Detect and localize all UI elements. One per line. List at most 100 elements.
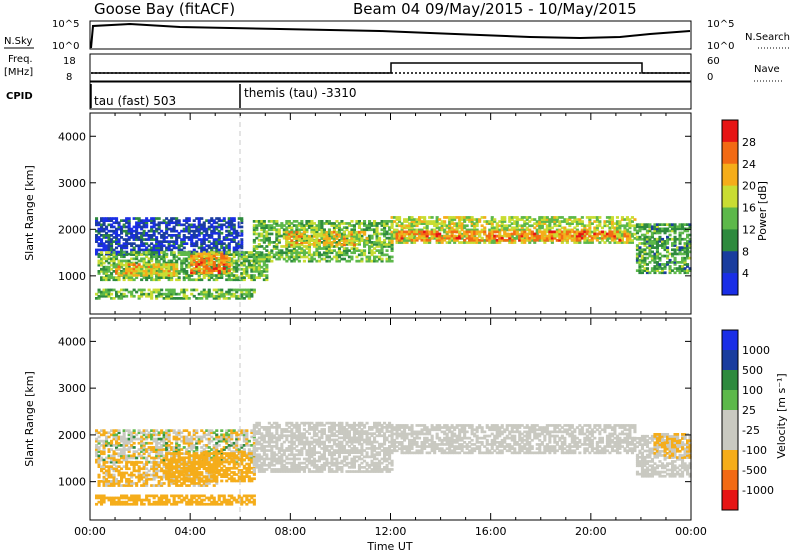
data-cell <box>255 232 259 236</box>
data-cell <box>671 229 675 233</box>
data-cell <box>97 465 101 468</box>
data-cell <box>478 238 482 242</box>
data-cell <box>122 219 126 222</box>
data-cell <box>568 216 572 219</box>
data-cell <box>257 253 261 257</box>
data-cell <box>568 222 572 225</box>
data-cell <box>235 251 239 254</box>
data-cell <box>337 251 341 255</box>
data-cell <box>202 433 206 437</box>
data-cell <box>177 484 181 487</box>
data-cell <box>137 263 141 266</box>
cpid-label: CPID <box>6 91 33 102</box>
data-cell <box>355 255 359 259</box>
data-cell <box>100 227 104 231</box>
data-cell <box>535 222 539 225</box>
data-cell <box>110 433 114 437</box>
data-cell <box>157 292 161 296</box>
data-cell <box>498 224 502 228</box>
data-cell <box>523 230 527 234</box>
data-cell <box>455 238 459 242</box>
data-cell <box>302 241 306 245</box>
data-cell <box>553 232 557 236</box>
data-cell <box>112 461 116 464</box>
data-cell <box>470 222 474 225</box>
data-cell <box>275 253 279 257</box>
data-cell <box>165 469 169 473</box>
data-cell <box>458 216 462 219</box>
data-cell <box>302 253 306 257</box>
data-cell <box>197 221 201 225</box>
data-cell <box>215 450 219 453</box>
data-cell <box>648 235 652 239</box>
data-cell <box>155 217 159 220</box>
data-cell <box>110 467 114 471</box>
colorbar-frame <box>721 119 739 296</box>
data-cell <box>157 294 161 298</box>
data-cell <box>478 241 482 244</box>
data-cell <box>363 251 367 255</box>
data-cell <box>130 244 134 248</box>
data-cell <box>545 238 549 242</box>
data-cell <box>167 437 171 441</box>
data-cell <box>102 234 106 237</box>
data-cell <box>425 222 429 225</box>
data-cell <box>590 241 594 244</box>
data-cell <box>227 267 231 271</box>
data-cell <box>500 236 504 240</box>
data-cell <box>217 248 221 252</box>
data-cell <box>232 246 236 250</box>
y-tick-label: 3000 <box>58 177 86 190</box>
data-cell <box>322 245 326 248</box>
data-cell <box>240 276 244 279</box>
data-cell <box>117 244 121 248</box>
data-cell <box>202 251 206 254</box>
data-cell <box>222 267 226 270</box>
data-cell <box>142 437 146 441</box>
data-cell <box>573 238 577 242</box>
data-cell <box>600 238 604 242</box>
data-cell <box>132 456 136 460</box>
data-cell <box>220 256 224 260</box>
data-cell <box>317 241 321 245</box>
data-cell <box>135 257 139 261</box>
data-cell <box>217 231 221 235</box>
data-cell <box>132 269 136 273</box>
data-cell <box>162 259 166 263</box>
data-cell <box>250 255 254 259</box>
data-cell <box>480 236 484 240</box>
data-cell <box>225 225 229 229</box>
data-cell <box>150 242 154 245</box>
data-cell <box>383 253 387 257</box>
data-cell <box>97 253 101 256</box>
data-cell <box>155 297 159 300</box>
data-cell <box>410 232 414 236</box>
data-cell <box>588 234 592 238</box>
data-cell <box>350 243 354 247</box>
data-cell <box>588 220 592 223</box>
data-cell <box>440 238 444 242</box>
data-cell <box>107 444 111 447</box>
data-cell <box>220 439 224 443</box>
data-cell <box>222 448 226 451</box>
data-cell <box>297 243 301 247</box>
data-cell <box>180 248 184 252</box>
data-cell <box>197 227 201 231</box>
data-cell <box>137 441 141 445</box>
data-cell <box>117 271 121 275</box>
data-cell <box>97 244 101 248</box>
data-cell <box>107 261 111 265</box>
data-cell <box>105 217 109 220</box>
data-cell <box>157 270 161 273</box>
data-cell <box>190 274 194 277</box>
data-cell <box>170 227 174 231</box>
data-cell <box>197 272 201 275</box>
data-cell <box>598 241 602 244</box>
data-cell <box>177 223 181 227</box>
data-cell <box>315 224 319 227</box>
data-cell <box>120 452 124 456</box>
data-cell <box>217 251 221 254</box>
data-cell <box>300 247 304 250</box>
data-cell <box>285 233 289 236</box>
data-cell <box>102 450 106 453</box>
